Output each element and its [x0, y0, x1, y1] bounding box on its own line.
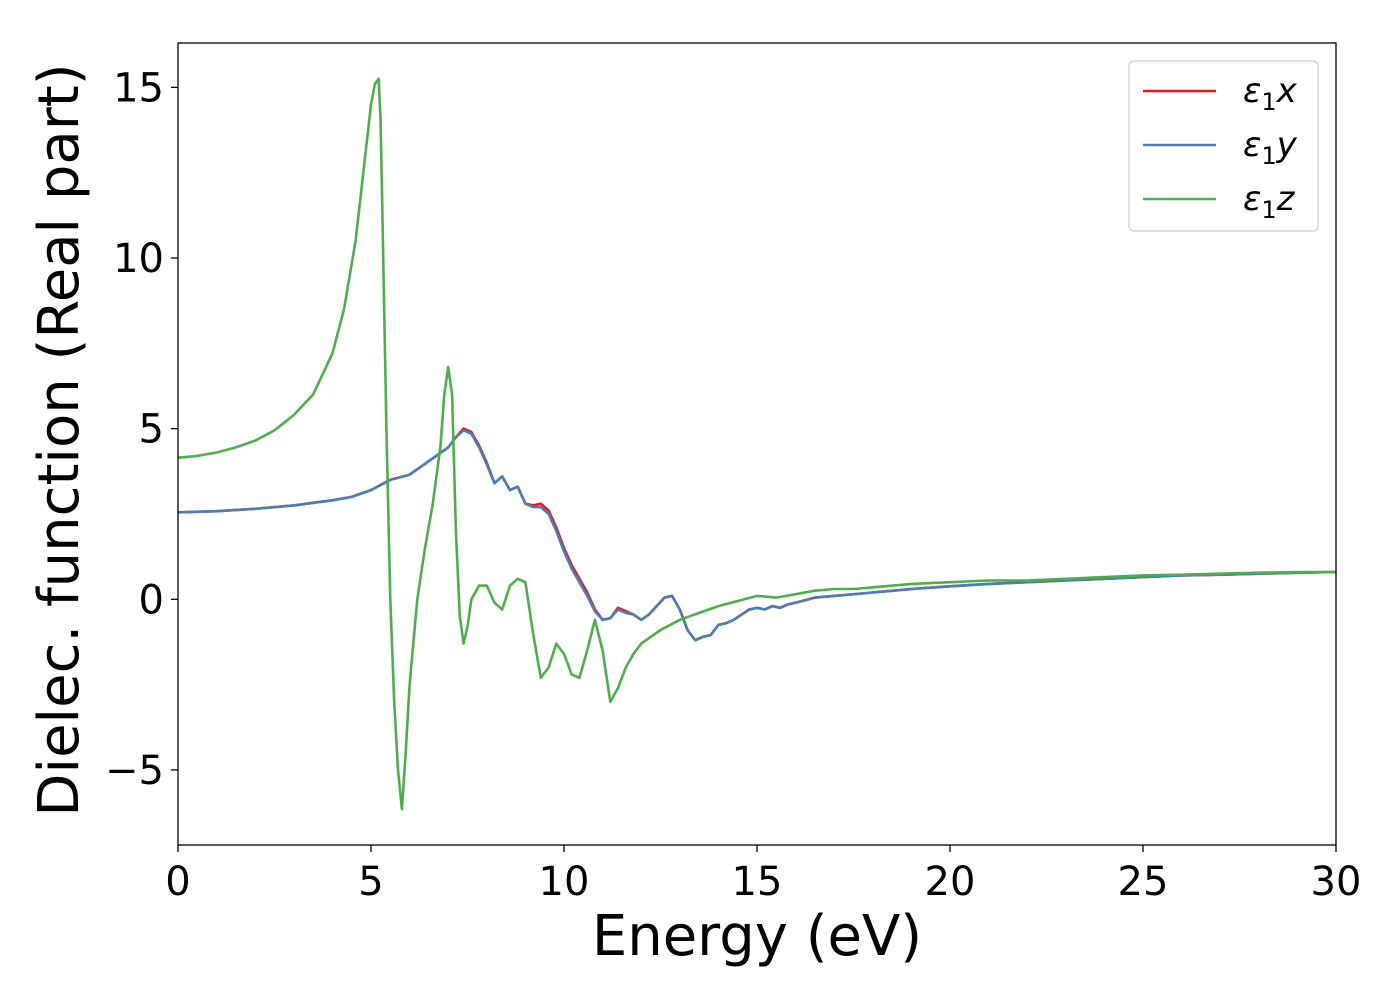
y-tick-label: 0	[139, 577, 164, 623]
y-tick-label: 15	[113, 65, 164, 111]
x-tick-label: 25	[1118, 859, 1169, 905]
series-line-z	[178, 77, 1336, 811]
x-axis-label: Energy (eV)	[592, 904, 922, 969]
series-layer	[178, 77, 1336, 811]
x-tick-label: 30	[1311, 859, 1362, 905]
legend-label: ε1z	[1243, 179, 1296, 224]
y-tick-label: −5	[105, 748, 164, 794]
y-axis-label: Dielec. function (Real part)	[27, 63, 92, 816]
legend: ε1x ε1y ε1z	[1128, 60, 1319, 232]
y-axis: −5 0 5 10 15	[105, 65, 178, 794]
y-tick-label: 10	[113, 236, 164, 282]
x-tick-label: 10	[539, 859, 590, 905]
series-line-y	[178, 428, 1336, 642]
x-tick-label: 5	[358, 859, 383, 905]
x-tick-label: 0	[165, 859, 190, 905]
x-tick-label: 20	[925, 859, 976, 905]
legend-box	[1128, 60, 1319, 232]
legend-item-y: ε1y	[1143, 125, 1298, 170]
x-tick-label: 15	[732, 859, 783, 905]
legend-label: ε1y	[1243, 125, 1298, 170]
y-tick-label: 5	[139, 407, 164, 453]
legend-item-z: ε1z	[1143, 179, 1296, 224]
x-axis: 0 5 10 15 20 25 30	[165, 845, 1361, 905]
legend-label: ε1x	[1243, 71, 1298, 116]
legend-item-x: ε1x	[1143, 71, 1298, 116]
